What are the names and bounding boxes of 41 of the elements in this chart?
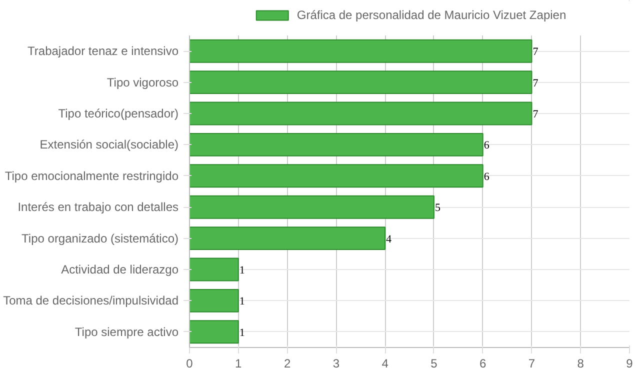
bar <box>190 195 434 219</box>
data-label: 1 <box>239 326 245 339</box>
data-label: 1 <box>239 296 245 308</box>
data-label: 7 <box>532 46 539 58</box>
data-label: 7 <box>532 108 539 120</box>
y-tick-label: Actividad de liderazgo <box>61 262 179 276</box>
y-tick-label: Interés en trabajo con detalles <box>18 200 179 214</box>
data-label: 5 <box>434 202 441 214</box>
bar <box>190 39 532 63</box>
y-tick-label: Trabajador tenaz e intensivo <box>28 44 179 58</box>
data-label: 7 <box>532 77 539 90</box>
x-tick-label: 1 <box>235 356 242 370</box>
x-tick-label: 2 <box>284 356 291 370</box>
bar <box>190 288 239 312</box>
bar <box>190 164 484 188</box>
x-tick-label: 9 <box>626 356 634 370</box>
x-tick-label: 0 <box>186 356 194 370</box>
bar <box>190 102 532 126</box>
data-label: 4 <box>386 233 392 246</box>
bar <box>190 226 386 250</box>
bar <box>190 320 239 344</box>
y-tick-label: Toma de decisiones/impulsividad <box>3 294 179 308</box>
x-tick-label: 6 <box>479 356 486 370</box>
x-tick-label: 8 <box>577 356 584 370</box>
y-tick-label: Extensión social(sociable) <box>40 138 179 152</box>
data-label: 1 <box>239 264 245 276</box>
y-tick-label: Tipo emocionalmente restringido <box>4 168 179 183</box>
y-tick-label: Tipo teórico(pensador) <box>58 106 179 120</box>
x-tick-label: 7 <box>528 356 536 370</box>
x-tick-label: 3 <box>332 356 340 370</box>
legend-label: Gráfica de personalidad de Mauricio Vizuet Zapien <box>296 8 566 22</box>
data-label: 6 <box>484 170 490 183</box>
data-label: 6 <box>484 140 490 152</box>
y-tick-label: Tipo vigoroso <box>106 75 179 90</box>
y-tick-label: Tipo organizado (sistemático) <box>22 231 179 246</box>
y-tick-label: Tipo siempre activo <box>74 324 179 339</box>
x-tick-label: 4 <box>382 356 389 370</box>
bar <box>190 132 484 156</box>
bar <box>190 70 532 94</box>
bar <box>190 258 239 282</box>
x-tick-label: 5 <box>430 356 438 370</box>
